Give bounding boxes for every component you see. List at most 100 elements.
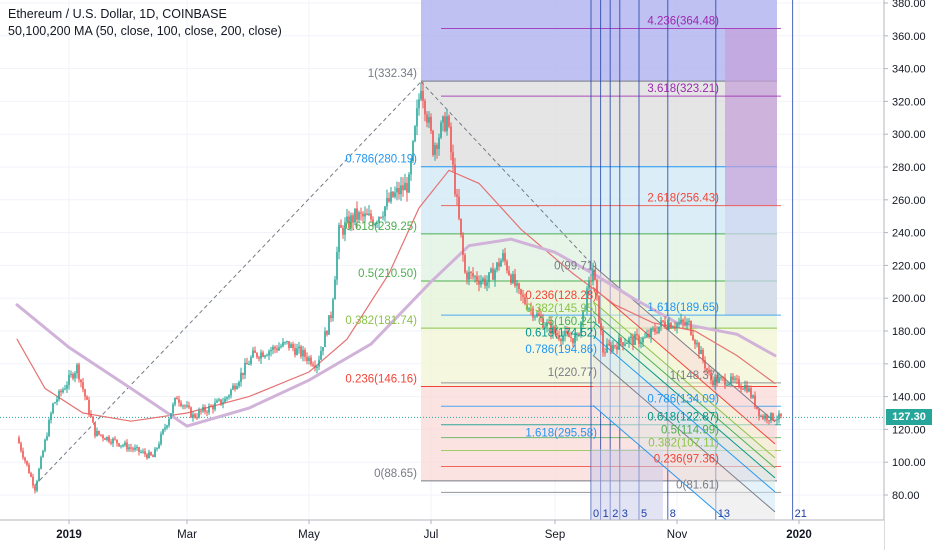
candle-body	[602, 330, 604, 353]
moving-average-line	[16, 169, 776, 422]
candle-body	[264, 355, 266, 357]
candle-body	[300, 346, 302, 357]
candle-body	[434, 145, 436, 155]
candle-body	[342, 227, 344, 235]
candle-body	[422, 90, 424, 101]
candle-body	[530, 308, 532, 310]
candle-body	[218, 399, 220, 401]
fib-retracement-label: 0.382(181.74)	[345, 315, 417, 327]
candle-body	[96, 430, 98, 437]
candle-body	[388, 198, 390, 202]
fib-time-zone-label: 8	[670, 508, 676, 520]
candle-body	[140, 451, 142, 453]
time-axis[interactable]: 2019 Mar May Jul Sep Nov 2020	[0, 519, 884, 550]
candle-body	[610, 344, 612, 351]
candle-body	[330, 315, 332, 319]
candle-body	[630, 336, 632, 339]
candle-body	[626, 342, 628, 344]
candle-body	[778, 413, 780, 420]
candle-body	[234, 385, 236, 390]
candle-body	[20, 443, 22, 451]
candle-body	[596, 280, 598, 296]
retracement-trend-line	[34, 81, 422, 486]
candle-body	[154, 448, 156, 458]
candle-body	[66, 385, 68, 389]
candle-body	[326, 331, 328, 335]
fib-extension-label: 1(148.37)	[670, 370, 719, 382]
candle-body	[712, 380, 714, 386]
fib-time-zone-label: 5	[641, 508, 647, 520]
candle-body	[430, 117, 432, 131]
candle-body	[262, 352, 264, 357]
price-tick-label: 160.00	[892, 359, 926, 371]
fib-channel-label: 0.5(160.24)	[538, 316, 597, 328]
time-axis-background	[0, 520, 884, 550]
candle-body	[206, 411, 208, 413]
candle-body	[696, 342, 698, 345]
candle-body	[274, 346, 276, 349]
candle-body	[42, 450, 44, 458]
fib-retracement-zone	[421, 81, 777, 167]
candle-body	[750, 388, 752, 398]
candle-body	[428, 117, 430, 123]
candle-body	[194, 414, 196, 418]
candle-body	[544, 326, 546, 328]
candle-body	[222, 402, 224, 405]
candle-body	[60, 390, 62, 393]
candle-body	[352, 215, 354, 223]
candle-body	[86, 396, 88, 400]
price-tick-label: 380.00	[892, 0, 926, 10]
price-axis[interactable]: 80.00 100.00 120.00 140.00 160.00 180.00 200.0…	[883, 0, 932, 550]
candle-body	[450, 126, 452, 153]
price-tick-label: 300.00	[892, 129, 926, 141]
price-tick-label: 80.00	[892, 490, 920, 502]
candle-body	[646, 334, 648, 338]
candle-body	[432, 130, 434, 155]
candle-body	[512, 274, 514, 284]
chart-legend: Ethereum / U.S. Dollar, 1D, COINBASE 50,…	[8, 6, 282, 40]
candle-body	[704, 360, 706, 369]
fib-extension-label: 0.236(97.36)	[654, 454, 719, 466]
candle-body	[164, 427, 166, 430]
candle-body	[676, 323, 678, 328]
candle-body	[90, 413, 92, 417]
fib-channel-zone	[593, 265, 775, 445]
candle-body	[34, 485, 36, 491]
candle-body	[598, 295, 600, 324]
fib-time-zone-label: 1	[603, 508, 609, 520]
candle-body	[656, 331, 658, 333]
candle-body	[606, 343, 608, 353]
candle-body	[130, 447, 132, 449]
candle-body	[528, 308, 530, 310]
candle-body	[664, 321, 666, 327]
candle-body	[660, 320, 662, 327]
candle-body	[382, 216, 384, 218]
candle-body	[350, 215, 352, 228]
candle-body	[732, 376, 734, 380]
indicator-legend[interactable]: 50,100,200 MA (50, close, 100, close, 20…	[8, 24, 282, 38]
candle-body	[152, 455, 154, 458]
candle-body	[496, 262, 498, 270]
candle-body	[232, 385, 234, 390]
candle-body	[618, 337, 620, 350]
candle-body	[456, 194, 458, 197]
candle-body	[334, 279, 336, 300]
candle-body	[314, 365, 316, 368]
candle-body	[484, 278, 486, 286]
time-tick-label: Nov	[667, 529, 688, 541]
candle-body	[478, 281, 480, 285]
candle-body	[518, 283, 520, 290]
candle-body	[772, 412, 774, 421]
fib-extension-label: 0.786(134.09)	[647, 393, 719, 405]
candle-body	[220, 399, 222, 405]
candle-body	[134, 447, 136, 450]
candle-body	[88, 399, 90, 414]
candle-body	[508, 270, 510, 275]
price-tick-label: 120.00	[892, 424, 926, 436]
symbol-title[interactable]: Ethereum / U.S. Dollar, 1D, COINBASE	[8, 7, 227, 21]
fib-channel-line	[592, 335, 776, 493]
candle-body	[600, 323, 602, 331]
candle-body	[192, 414, 194, 418]
candle-body	[236, 386, 238, 390]
